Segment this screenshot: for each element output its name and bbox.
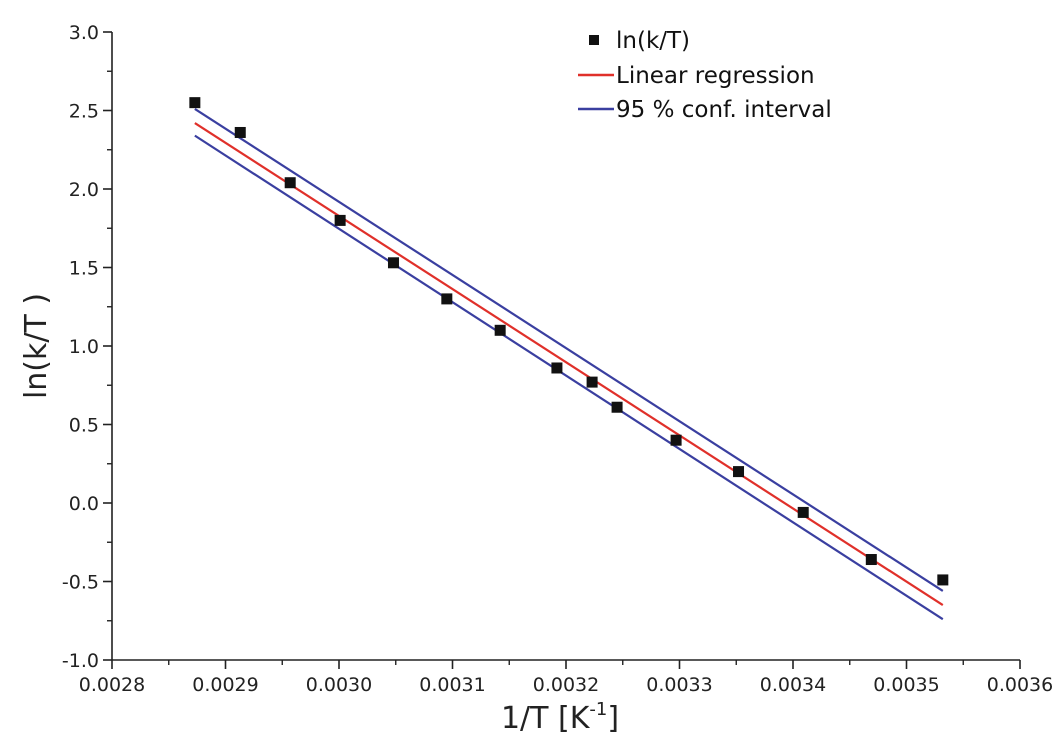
x-tick-label: 0.0032 xyxy=(533,674,599,696)
data-point xyxy=(284,177,296,189)
data-point xyxy=(494,324,506,336)
x-tick-label: 0.0033 xyxy=(646,674,712,696)
x-tick-label: 0.0035 xyxy=(873,674,939,696)
data-point xyxy=(937,574,949,586)
x-axis-title: 1/T [K-1] xyxy=(501,699,619,736)
data-point xyxy=(797,506,809,518)
x-tick-label: 0.0028 xyxy=(79,674,145,696)
data-point xyxy=(189,97,201,109)
confidence-line-upper xyxy=(194,108,944,592)
x-axis-title-close: ] xyxy=(607,701,619,736)
data-point xyxy=(611,401,623,413)
legend-label-points: ln(k/T) xyxy=(616,28,690,54)
x-axis-ticks: 0.0028 0.0029 0.0030 0.0031 0.0032 0.0033 0.00… xyxy=(79,660,1053,696)
data-point xyxy=(334,214,346,226)
x-tick-label: 0.0029 xyxy=(192,674,258,696)
legend-label-confidence: 95 % conf. interval xyxy=(616,97,832,123)
data-point xyxy=(551,362,563,374)
data-point xyxy=(586,376,598,388)
data-point xyxy=(234,126,246,138)
x-tick-label: 0.0030 xyxy=(306,674,372,696)
legend: ln(k/T) Linear regression 95 % conf. int… xyxy=(578,28,832,123)
data-point xyxy=(387,257,399,269)
y-tick-label: -0.5 xyxy=(62,572,99,594)
data-points xyxy=(189,97,949,586)
regression-line xyxy=(194,122,944,606)
y-tick-label: 2.5 xyxy=(69,101,99,123)
y-axis-title: ln(k/T ) xyxy=(19,293,54,399)
regression-line-group xyxy=(194,122,944,606)
data-point xyxy=(865,554,877,566)
x-tick-label: 0.0034 xyxy=(760,674,826,696)
y-tick-label: 1.0 xyxy=(69,336,99,358)
confidence-line-lower xyxy=(194,134,944,621)
y-tick-label: 0.5 xyxy=(69,415,99,437)
x-axis-title-superscript: -1 xyxy=(589,699,607,720)
y-tick-label: 0.0 xyxy=(69,493,99,515)
y-tick-label: 3.0 xyxy=(69,22,99,44)
y-tick-label: 2.0 xyxy=(69,179,99,201)
x-tick-label: 0.0031 xyxy=(419,674,485,696)
y-tick-label: 1.5 xyxy=(69,258,99,280)
x-tick-label: 0.0036 xyxy=(987,674,1053,696)
data-point xyxy=(670,434,682,446)
legend-marker-points xyxy=(589,35,599,45)
x-axis-title-main: 1/T [K xyxy=(501,701,591,736)
y-tick-label: -1.0 xyxy=(62,650,99,672)
data-point xyxy=(441,293,453,305)
legend-label-regression: Linear regression xyxy=(616,63,815,89)
plot-area: 0.0028 0.0029 0.0030 0.0031 0.0032 0.0033 0.00… xyxy=(62,22,1053,696)
data-point xyxy=(733,466,745,478)
confidence-interval-lines xyxy=(194,108,944,621)
y-axis-ticks: -1.0 -0.5 0.0 0.5 1.0 1.5 2.0 2.5 3.0 xyxy=(62,22,112,672)
